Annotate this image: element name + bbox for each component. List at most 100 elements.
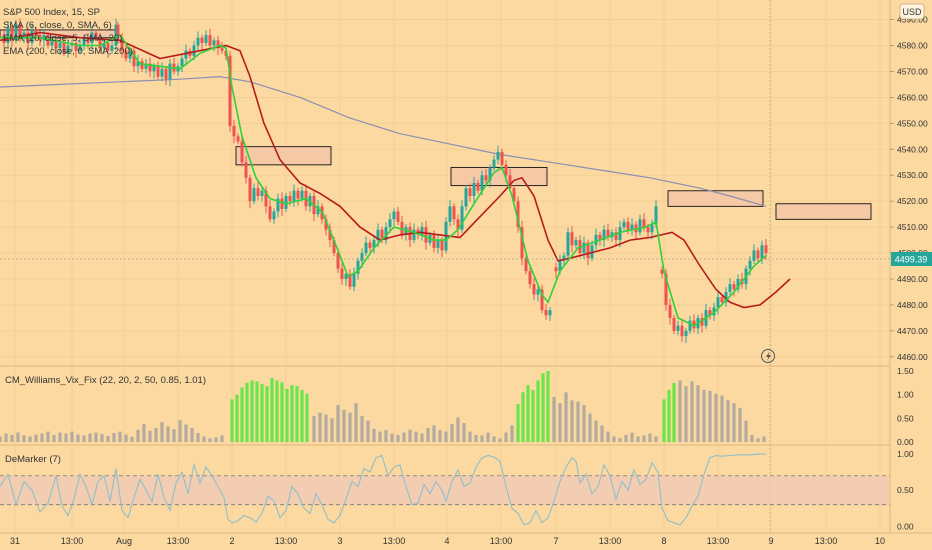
candle-body [712, 307, 716, 316]
vix-fix-bar [196, 433, 200, 443]
vix-fix-bar [678, 380, 682, 443]
candle-body [512, 188, 516, 202]
vix-fix-bar [245, 382, 249, 443]
candle-body [606, 229, 610, 238]
last-price-tag: 4499.39 [891, 252, 932, 266]
vix-fix-bar [178, 420, 182, 443]
candle-body [554, 267, 558, 272]
vix-fix-bar [312, 415, 316, 443]
candle-body [496, 151, 500, 160]
vix-fix-bar [290, 385, 294, 443]
candle-body [480, 175, 484, 191]
vix-fix-bar [438, 430, 442, 443]
candle-body [184, 50, 188, 59]
supply-zone-box [775, 203, 872, 220]
vix-fix-bar [570, 400, 574, 443]
candle-body [700, 317, 704, 326]
candle-body [316, 206, 320, 215]
candle-body [638, 219, 642, 233]
vix-fix-bar [630, 432, 634, 443]
ema20-path [0, 31, 791, 309]
candle-body [524, 258, 528, 272]
candle-body [54, 40, 58, 49]
time-tick-label: 10 [875, 536, 885, 546]
candle-body [468, 188, 472, 196]
indicator-ema200[interactable]: EMA (200, close, 0, SMA, 200) [3, 46, 133, 57]
candle-body [566, 232, 570, 256]
vix-fix-bar [648, 433, 652, 443]
price-tick-label: 4560.00 [897, 92, 928, 102]
vix-fix-bar [726, 400, 730, 443]
candle-body [748, 260, 752, 269]
sma6-path [0, 34, 767, 327]
vix-fix-bar [255, 381, 259, 443]
candle-body [228, 55, 232, 126]
sma6-line [0, 34, 767, 327]
candle-body [192, 45, 196, 56]
currency-label: USD [902, 7, 922, 17]
candle-body [236, 136, 240, 142]
candle-body [46, 35, 50, 46]
vix-fix-bar [594, 420, 598, 443]
indicator-sma[interactable]: SMA (6, close, 0, SMA, 6) [3, 20, 112, 31]
candle-body [680, 325, 684, 337]
candle-body [50, 40, 54, 46]
indicator-ema20[interactable]: EMA (20, close, 5, SMA, 20) [3, 33, 122, 44]
vix-fix-bar [654, 436, 658, 443]
vix-fix-bar [486, 432, 490, 443]
candle-body [62, 42, 66, 54]
vix-fix-bar [280, 382, 284, 443]
time-axis[interactable]: 31 13:00 Aug 13:00 2 13:00 3 13:00 4 13:00 7 13:00 8… [10, 536, 885, 546]
candle-body [116, 24, 120, 38]
candle-body [136, 61, 140, 67]
currency-badge[interactable]: USD [899, 3, 925, 20]
candle-body [618, 227, 622, 241]
candle-body [688, 320, 692, 331]
candle-body [720, 297, 724, 303]
candle-body [216, 40, 220, 49]
candle-body [558, 260, 562, 272]
candle-body [372, 240, 376, 248]
alert-icon[interactable] [761, 349, 775, 363]
vix-fix-bar [576, 401, 580, 443]
price-axis[interactable]: 4460.004470.004480.004490.004500.004510.… [890, 15, 928, 532]
demarker-label[interactable]: DeMarker (7) [5, 454, 61, 465]
candle-body [448, 206, 452, 222]
candle-body [472, 183, 476, 196]
candle-body [646, 227, 650, 233]
vix-fix-bar [744, 420, 748, 443]
candle-body [128, 50, 132, 59]
candle-body [708, 310, 712, 316]
vix-fix-bar [474, 434, 478, 443]
vix-fix-bar [612, 436, 616, 443]
vix-fix-bar [516, 404, 520, 443]
candle-body [74, 42, 78, 51]
candle-body [140, 61, 144, 69]
candle-body [668, 304, 672, 318]
vix-tick-label: 1.50 [897, 366, 914, 376]
candle-body [684, 330, 688, 337]
candle-body [332, 240, 336, 254]
candle-body [324, 219, 328, 230]
candle-body [664, 273, 668, 305]
vix-fix-bar [750, 434, 754, 443]
vix-fix-bar [672, 382, 676, 443]
candle-body [396, 211, 400, 222]
candle-body [156, 66, 160, 77]
vix-fix-bar [738, 407, 742, 443]
vix-fix-bar [166, 426, 170, 443]
candle-body [388, 219, 392, 228]
vix-fix-bar [354, 403, 358, 443]
candle-body [66, 45, 70, 54]
vix-fix-bar [444, 431, 448, 443]
candle-body [244, 162, 248, 178]
price-tick-label: 4590.00 [897, 15, 928, 25]
vix-tick-label: 0.50 [897, 413, 914, 423]
time-tick-label: 2 [229, 536, 234, 546]
supply-zone-box [450, 166, 548, 187]
candle-body [760, 245, 764, 259]
supply-zone-box [667, 190, 764, 207]
vix-fix-label[interactable]: CM_Williams_Vix_Fix (22, 20, 2, 50, 0.85… [5, 375, 206, 386]
candle-body [276, 198, 280, 212]
